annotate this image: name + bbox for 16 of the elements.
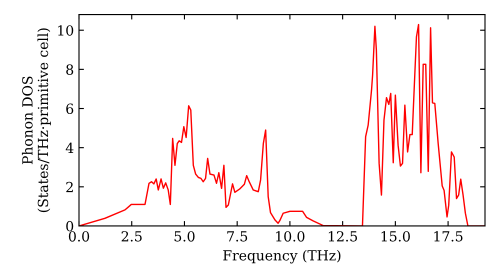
x-axis-title: Frequency (THz) (223, 250, 340, 264)
x-tick-label: 7.5 (227, 231, 248, 242)
y-tick-label: 4 (66, 142, 74, 153)
x-tick-label: 10.0 (276, 231, 304, 242)
x-tick-label: 0.0 (68, 231, 90, 242)
x-tick-label: 15.0 (382, 231, 410, 242)
x-tick-label: 5.0 (174, 231, 195, 242)
y-tick-label: 6 (66, 103, 74, 114)
x-tick-label: 17.5 (434, 231, 462, 242)
y-tick-label: 8 (66, 64, 74, 75)
x-tick-label: 12.5 (328, 231, 358, 242)
y-axis-title: Phonon DOS (States/THz·primitive cell) (22, 28, 51, 212)
y-tick-label: 0 (66, 220, 74, 232)
y-tick-label: 10 (58, 25, 74, 36)
y-tick-label: 2 (66, 182, 73, 192)
x-tick-label: 2.5 (122, 231, 142, 242)
